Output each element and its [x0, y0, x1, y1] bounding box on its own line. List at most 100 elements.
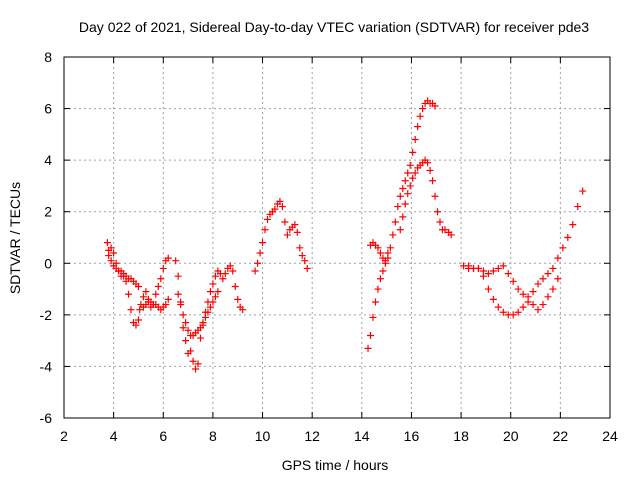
x-tick-label: 22	[553, 428, 569, 444]
data-point	[431, 102, 439, 110]
data-point	[416, 112, 424, 120]
data-point	[229, 267, 237, 275]
data-point	[187, 347, 195, 355]
data-point	[559, 244, 567, 252]
data-point	[494, 303, 502, 311]
series-early-morning-1	[103, 239, 144, 329]
data-point	[206, 303, 214, 311]
data-point	[177, 301, 185, 309]
data-point	[544, 293, 552, 301]
data-point	[298, 252, 306, 260]
axis-ticks	[63, 56, 611, 419]
data-point	[529, 288, 537, 296]
data-point	[424, 159, 432, 167]
data-point	[409, 174, 417, 182]
x-tick-label: 14	[354, 428, 370, 444]
data-point	[291, 221, 299, 229]
data-point	[162, 301, 170, 309]
data-point	[214, 288, 222, 296]
data-point	[199, 319, 207, 327]
data-point	[494, 264, 502, 272]
data-point	[197, 334, 204, 342]
data-point	[499, 262, 507, 270]
data-point	[364, 344, 372, 352]
x-tick-label: 16	[404, 428, 420, 444]
data-point	[157, 275, 165, 283]
x-tick-label: 2	[60, 428, 68, 444]
series-early-morning-2	[105, 252, 142, 290]
data-point	[192, 365, 200, 373]
data-point	[514, 308, 522, 316]
data-point	[534, 280, 542, 288]
data-point	[125, 290, 133, 298]
data-point	[103, 239, 111, 247]
data-point	[441, 226, 449, 234]
data-point	[234, 295, 242, 303]
data-point	[374, 285, 382, 293]
data-points	[103, 97, 587, 373]
y-tick-label: 8	[44, 49, 52, 65]
data-point	[164, 295, 172, 303]
data-point	[301, 257, 309, 265]
series-peak-10h	[251, 197, 311, 275]
data-point	[221, 270, 229, 278]
data-point	[499, 308, 507, 316]
data-point	[164, 254, 172, 262]
data-point	[564, 234, 572, 241]
data-point	[489, 295, 497, 303]
data-point	[371, 298, 379, 306]
x-tick-label: 12	[304, 428, 320, 444]
series-rise-14h	[364, 97, 439, 352]
data-point	[239, 306, 247, 314]
data-point	[174, 272, 182, 280]
gridlines	[64, 57, 610, 418]
data-point	[254, 259, 262, 267]
data-point	[509, 277, 517, 285]
data-point	[569, 221, 577, 229]
data-point	[554, 275, 562, 283]
y-tick-label: -6	[40, 410, 53, 426]
data-point	[256, 249, 264, 257]
data-point	[189, 357, 197, 365]
data-point	[436, 218, 444, 226]
data-point	[429, 177, 437, 185]
x-tick-labels: 2 4 6 8 10 12 14 16 18 20 22 24	[60, 428, 618, 444]
data-point	[209, 298, 217, 306]
data-point	[447, 231, 455, 239]
data-point	[211, 293, 219, 301]
data-point	[519, 303, 527, 311]
data-point	[374, 244, 382, 252]
y-tick-label: 0	[44, 255, 52, 271]
data-point	[174, 290, 182, 298]
data-point	[204, 308, 212, 316]
data-point	[179, 311, 187, 319]
data-point	[159, 264, 167, 272]
data-point	[261, 226, 269, 234]
data-point	[206, 288, 214, 296]
x-tick-label: 6	[159, 428, 167, 444]
data-point	[394, 203, 402, 211]
data-point	[107, 244, 115, 252]
data-point	[226, 262, 234, 270]
y-tick-label: 6	[44, 101, 52, 117]
data-point	[411, 136, 419, 144]
data-point	[514, 285, 522, 293]
data-point	[574, 203, 582, 211]
data-point	[296, 244, 304, 252]
y-tick-label: 2	[44, 204, 52, 220]
data-point	[384, 249, 392, 257]
data-point	[154, 282, 162, 290]
data-point	[419, 105, 427, 113]
data-point	[283, 231, 291, 239]
data-point	[281, 218, 289, 226]
data-point	[391, 218, 399, 226]
data-point	[367, 331, 375, 339]
x-tick-label: 8	[209, 428, 217, 444]
data-point	[182, 319, 190, 327]
data-point	[431, 192, 439, 200]
data-point	[386, 244, 394, 252]
data-point	[509, 311, 517, 319]
data-point	[182, 337, 190, 345]
series-evening-1	[460, 187, 587, 319]
x-tick-label: 24	[602, 428, 618, 444]
